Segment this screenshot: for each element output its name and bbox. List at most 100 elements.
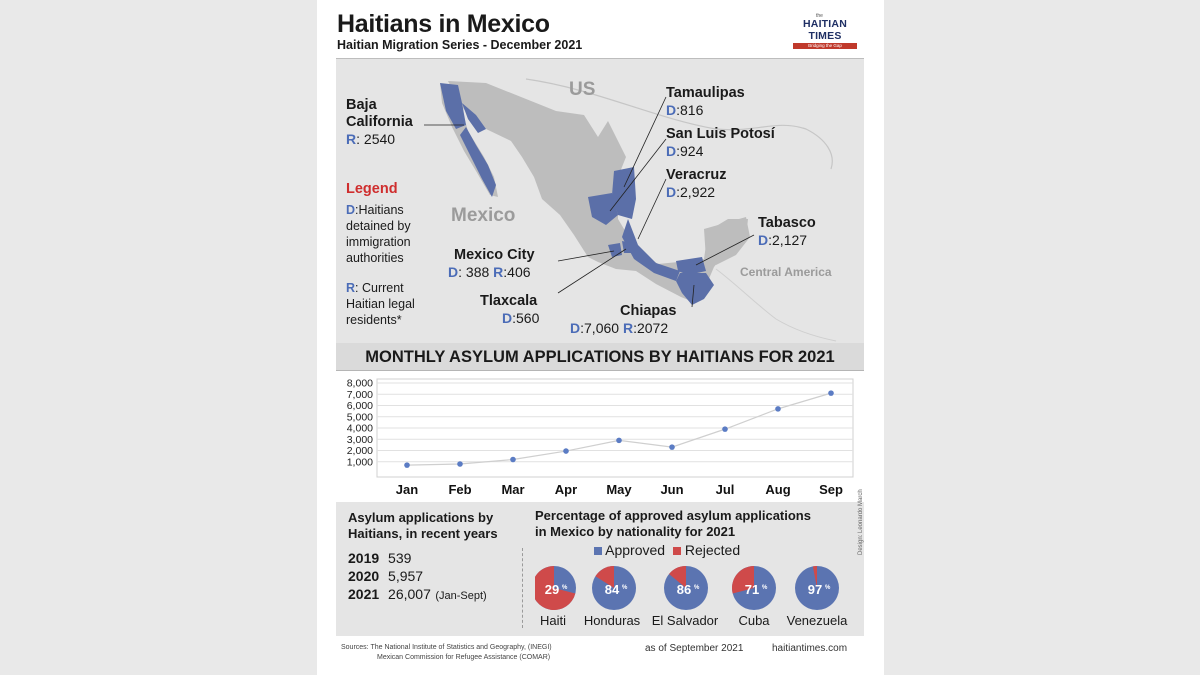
brand-name: HAITIAN TIMES [803,18,847,42]
x-tick-label: Aug [765,482,790,497]
x-tick-label: May [606,482,632,497]
map-panel: US Mexico Central America Baja Californi… [336,58,864,343]
brand-the: the [816,13,823,19]
x-tick-label: Sep [819,482,843,497]
legend-r: R: Current Haitian legal residents* [346,281,415,327]
y-tick-label: 5,000 [347,411,373,423]
brand-logo: the HAITIAN TIMES Bridging the Gap [785,13,865,49]
page-title: Haitians in Mexico [337,10,550,38]
r-key: R [346,131,357,147]
x-tick-label: Apr [555,482,577,497]
pie-rejected-slice [812,566,817,588]
state-san-luis-potosi: San Luis Potosí D:924 [666,126,775,159]
brand-tagline: Bridging the Gap [793,43,857,49]
veracruz-state [622,219,680,281]
pie-percent-symbol: % [622,585,628,591]
rejected-swatch [672,547,681,555]
pie-rejected-slice [595,566,614,588]
state-mexico-city: Mexico City D: 388 R:406 [448,247,535,280]
sources: Sources: The National Institute of Stati… [341,644,552,661]
tabasco-state [676,257,706,275]
pie-heading: Percentage of approved asylum applicatio… [535,508,811,539]
pie-cuba: 71% [732,566,776,610]
state-tamaulipas: Tamaulipas D:816 [666,85,745,118]
leader-mexico-city [557,250,615,262]
data-point [828,390,834,396]
year-row: 2019 539 [348,550,412,566]
data-point [775,406,781,412]
pie-percent-label: 29 [545,582,559,597]
data-point [457,461,463,467]
pie-haiti: 29% [535,566,576,610]
leader-chiapas [691,284,695,308]
year-row: 2021 26,007 (Jan-Sept) [348,586,487,602]
central-america-outline [715,268,837,342]
baja-california-state [440,83,466,129]
state-baja-california: Baja California R: 2540 [346,97,426,147]
pie-label: Venezuela [786,613,848,628]
pie-percent-label: 84 [605,582,620,597]
y-tick-label: 3,000 [347,434,373,446]
chart-banner: MONTHLY ASYLUM APPLICATIONS BY HAITIANS … [336,343,864,371]
x-tick-label: Feb [448,482,471,497]
y-tick-label: 8,000 [347,378,373,390]
approved-swatch [594,547,602,555]
pie-label: Honduras [583,613,641,628]
sonora-coast [462,103,486,133]
site-link[interactable]: haitiantimes.com [772,643,848,654]
legend-title: Legend [346,181,398,197]
pie-legend: Approved Rejected [594,542,740,558]
state-name: Baja California [346,97,413,130]
yucatan-landmass [704,217,750,265]
pie-rejected-slice [732,566,754,594]
data-point [563,448,569,454]
baja-south-state [460,127,496,197]
us-border-line [525,78,833,170]
mexico-map [424,78,837,342]
infographic-page: Haitians in Mexico Haitian Migration Ser… [317,0,884,675]
label-central-america: Central America [740,265,832,279]
data-point [669,444,675,450]
state-tlaxcala: Tlaxcala D:560 [480,293,540,326]
state-value: 2540 [363,131,396,147]
data-point [616,437,622,444]
mexico-landmass [448,81,748,303]
design-credit: Design: Leonardo March [858,489,864,555]
pie-venezuela: 97% [795,566,839,610]
label-us: US [569,79,596,100]
x-tick-label: Jul [716,482,735,497]
state-veracruz: Veracruz D:2,922 [666,167,727,200]
recent-years-heading: Asylum applications by Haitians, in rece… [348,510,498,541]
label-mexico: Mexico [451,205,516,226]
legend-d: D:Haitians detained by immigration autho… [346,203,411,265]
pie-charts: 29% 84% 86% 71% 97% [535,566,839,610]
pie-honduras: 84% [592,566,636,610]
map-legend: Legend D:Haitians detained by immigratio… [346,181,446,328]
chiapas-state [676,273,714,305]
pie-label: Haiti [539,613,566,628]
as-of-date: as of September 2021 [645,643,744,654]
state-tabasco: Tabasco D:2,127 [758,215,816,248]
panel-divider [522,548,523,628]
monthly-line-chart: 1,000 2,000 3,000 4,000 5,000 6,000 7,000 8,000… [341,373,859,499]
r-key: R [346,281,356,295]
y-tick-label: 4,000 [347,423,373,435]
pie-label: El Salvador [651,613,719,628]
pie-percent-label: 86 [677,582,691,597]
recent-years-list: 2019 539 2020 5,957 2021 26,007 (Jan-Sep… [348,550,518,604]
leader-tlaxcala [557,248,627,294]
x-tick-label: Jan [396,482,418,497]
leader-tamaulipas [623,96,667,188]
stats-panel: Asylum applications by Haitians, in rece… [336,502,864,636]
line-chart-svg: 1,0002,0003,0004,0005,0006,0007,0008,000… [347,378,854,497]
page-subtitle: Haitian Migration Series - December 2021 [337,38,583,52]
x-tick-label: Jun [660,482,683,497]
pie-rejected-slice [669,566,686,588]
pie-percent-symbol: % [762,585,768,591]
x-tick-label: Mar [501,482,524,497]
y-tick-label: 7,000 [347,389,373,401]
y-tick-label: 6,000 [347,400,373,412]
data-point [722,426,728,432]
pie-percent-label: 97 [808,582,822,597]
pie-percent-symbol: % [562,585,568,591]
